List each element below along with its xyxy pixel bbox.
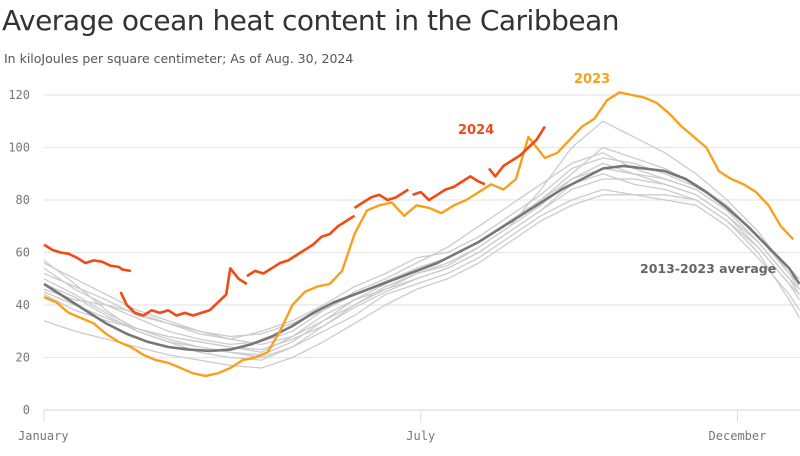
x-tick-label: January (18, 429, 69, 443)
other-years-lines (43, 120, 800, 369)
chart-subtitle: In kiloJoules per square centimeter; As … (4, 51, 354, 66)
label-2023: 2023 (574, 72, 610, 87)
other-year-line (43, 146, 800, 346)
y-tick-label: 100 (8, 141, 30, 155)
x-tick-label: July (406, 429, 435, 443)
x-axis-ticks: January July December (18, 410, 766, 443)
series-2024-group (43, 125, 547, 317)
y-tick-label: 20 (16, 351, 30, 365)
series-2024-segment (119, 267, 248, 317)
series-2024-segment (43, 243, 132, 273)
label-2024: 2024 (458, 123, 494, 138)
series-2024-segment (353, 188, 409, 209)
y-tick-label: 80 (16, 193, 30, 207)
series-2023-line (43, 91, 795, 378)
chart-title: Average ocean heat content in the Caribb… (2, 4, 620, 37)
series-2023-group (43, 91, 795, 378)
series-2024-segment (246, 214, 356, 278)
other-year-line (43, 152, 800, 346)
x-tick-label: December (709, 429, 767, 443)
series-labels: 2024 2023 2013-2023 average (458, 72, 776, 276)
other-year-line (43, 178, 800, 351)
y-tick-label: 0 (23, 403, 30, 417)
average-line-group (43, 164, 800, 353)
series-2024-segment (487, 125, 547, 178)
other-year-line (43, 194, 800, 369)
average-line (43, 164, 800, 353)
other-year-line (43, 188, 800, 359)
y-tick-label: 60 (16, 246, 30, 260)
gridlines (44, 94, 800, 411)
y-tick-label: 120 (8, 88, 30, 102)
label-average: 2013-2023 average (640, 261, 776, 276)
y-axis-ticks: 0 20 40 60 80 100 120 (8, 88, 30, 417)
other-year-line (43, 120, 800, 361)
series-2024-segment (412, 175, 486, 202)
y-tick-label: 40 (16, 298, 30, 312)
